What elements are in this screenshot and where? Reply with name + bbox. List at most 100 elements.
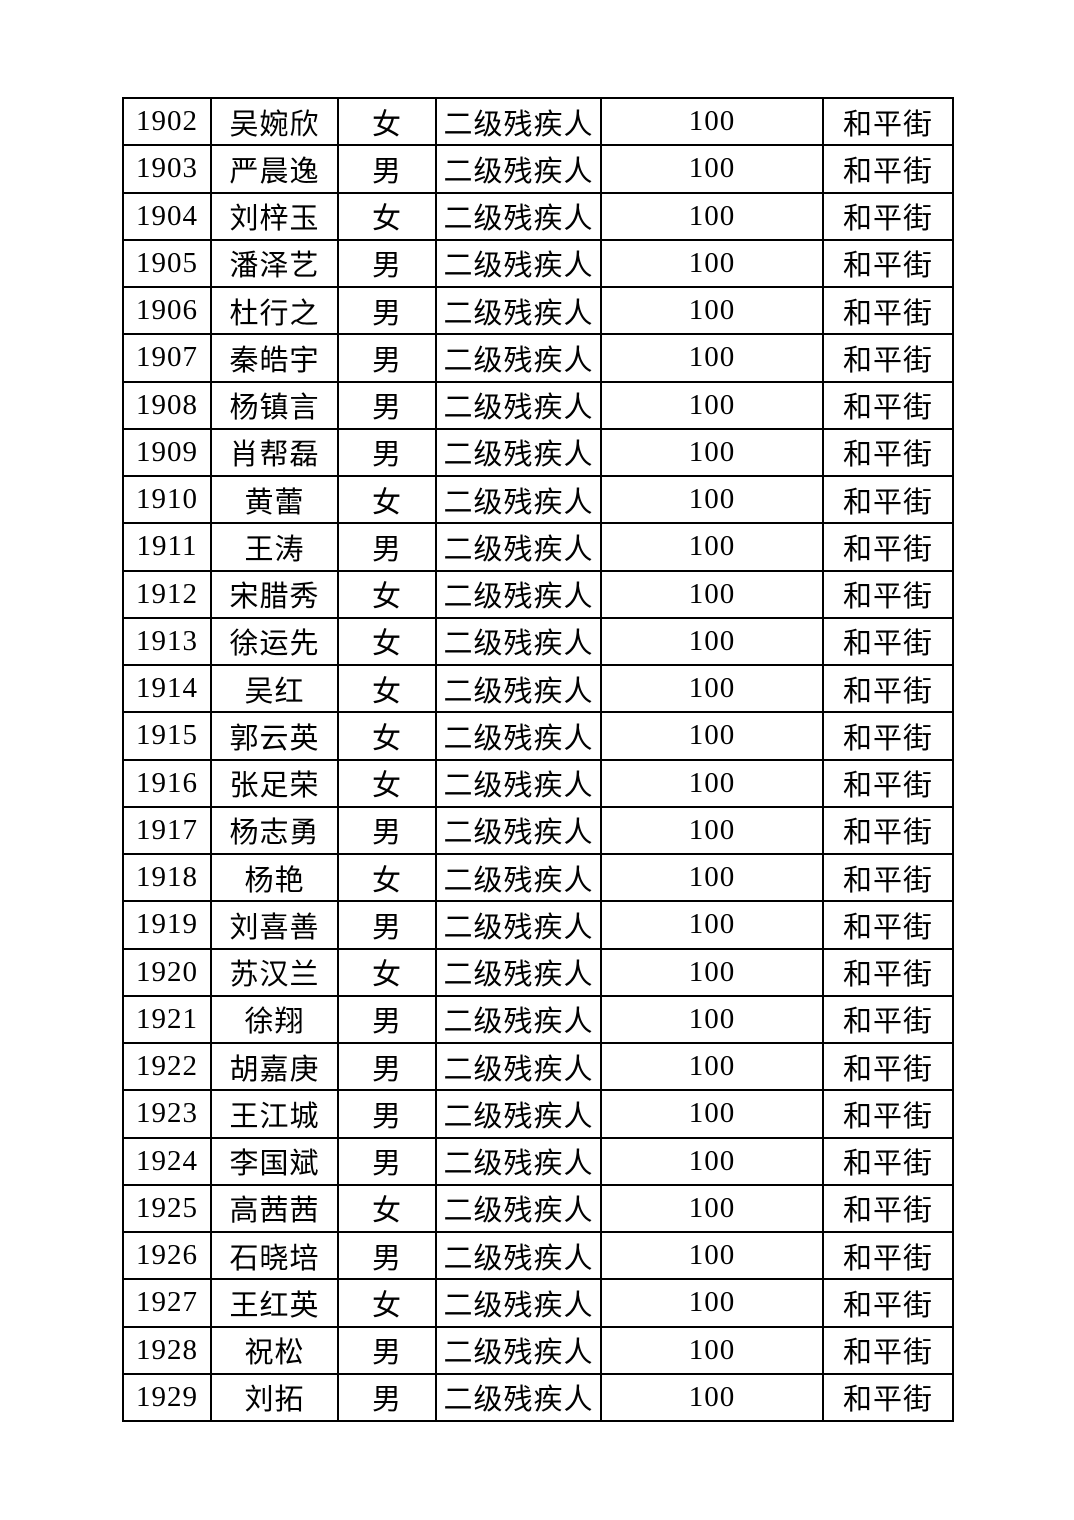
cell-category: 二级残疾人 [435,569,602,619]
cell-category: 二级残疾人 [435,238,602,289]
table-row: 1923 王江城男二级残疾人 100 和平街 [122,1089,954,1139]
cell-street: 和平街 [822,1136,954,1186]
table-body: 1902 吴婉欣女二级残疾人 100 和平街 1903 严晨逸男二级残疾人 100 和平街 19… [122,96,954,1423]
cell-street: 和平街 [822,616,954,667]
cell-gender: 女 [337,1183,437,1234]
cell-street: 和平街 [822,758,954,808]
cell-serial-number: 1928 [122,1325,212,1375]
cell-gender: 男 [337,1041,437,1092]
cell-serial-number: 1911 [122,522,212,572]
cell-gender: 男 [337,900,437,950]
cell-amount: 100 [600,663,824,714]
cell-serial-number: 1923 [122,1089,212,1139]
cell-serial-number: 1929 [122,1372,212,1423]
cell-street: 和平街 [822,238,954,289]
cell-amount: 100 [600,1136,824,1186]
table-row: 1917 杨志勇男二级残疾人 100 和平街 [122,805,954,856]
cell-serial-number: 1917 [122,805,212,856]
cell-category: 二级残疾人 [435,616,602,667]
table-row: 1912 宋腊秀女二级残疾人 100 和平街 [122,569,954,619]
table-row: 1904 刘梓玉女二级残疾人 100 和平街 [122,191,954,241]
cell-street: 和平街 [822,285,954,336]
cell-gender: 男 [337,1230,437,1281]
cell-name: 张足荣 [210,758,339,808]
cell-category: 二级残疾人 [435,947,602,997]
cell-serial-number: 1905 [122,238,212,289]
cell-amount: 100 [600,285,824,336]
table-row: 1925 高茜茜女二级残疾人 100 和平街 [122,1183,954,1234]
cell-category: 二级残疾人 [435,427,602,478]
cell-street: 和平街 [822,191,954,241]
cell-amount: 100 [600,144,824,194]
cell-serial-number: 1927 [122,1278,212,1328]
cell-gender: 女 [337,569,437,619]
cell-amount: 100 [600,238,824,289]
cell-name: 严晨逸 [210,144,339,194]
cell-name: 潘泽艺 [210,238,339,289]
cell-amount: 100 [600,1041,824,1092]
table-row: 1926 石晓培男二级残疾人 100 和平街 [122,1230,954,1281]
cell-category: 二级残疾人 [435,144,602,194]
cell-name: 宋腊秀 [210,569,339,619]
cell-street: 和平街 [822,427,954,478]
cell-street: 和平街 [822,380,954,430]
cell-name: 杨镇言 [210,380,339,430]
cell-amount: 100 [600,947,824,997]
cell-street: 和平街 [822,663,954,714]
table-row: 1918 杨艳女二级残疾人 100 和平街 [122,852,954,903]
table-row: 1909 肖帮磊男二级残疾人 100 和平街 [122,427,954,478]
cell-serial-number: 1922 [122,1041,212,1092]
cell-serial-number: 1906 [122,285,212,336]
cell-street: 和平街 [822,1183,954,1234]
cell-amount: 100 [600,994,824,1045]
cell-amount: 100 [600,569,824,619]
cell-name: 胡嘉庚 [210,1041,339,1092]
cell-amount: 100 [600,805,824,856]
cell-gender: 男 [337,380,437,430]
cell-serial-number: 1920 [122,947,212,997]
cell-street: 和平街 [822,1278,954,1328]
cell-serial-number: 1913 [122,616,212,667]
cell-gender: 男 [337,805,437,856]
cell-gender: 男 [337,144,437,194]
cell-street: 和平街 [822,1041,954,1092]
cell-serial-number: 1914 [122,663,212,714]
cell-gender: 男 [337,1089,437,1139]
cell-gender: 男 [337,1136,437,1186]
cell-amount: 100 [600,333,824,383]
cell-amount: 100 [600,616,824,667]
table-row: 1914 吴红女二级残疾人 100 和平街 [122,663,954,714]
cell-gender: 男 [337,1325,437,1375]
table-row: 1905 潘泽艺男二级残疾人 100 和平街 [122,238,954,289]
cell-amount: 100 [600,711,824,761]
cell-category: 二级残疾人 [435,711,602,761]
cell-category: 二级残疾人 [435,522,602,572]
cell-street: 和平街 [822,144,954,194]
cell-category: 二级残疾人 [435,1136,602,1186]
cell-category: 二级残疾人 [435,333,602,383]
cell-category: 二级残疾人 [435,474,602,525]
cell-street: 和平街 [822,1230,954,1281]
cell-name: 苏汉兰 [210,947,339,997]
cell-name: 徐翔 [210,994,339,1045]
cell-amount: 100 [600,758,824,808]
cell-street: 和平街 [822,900,954,950]
cell-gender: 男 [337,427,437,478]
table-row: 1911 王涛男二级残疾人 100 和平街 [122,522,954,572]
table-row: 1929 刘拓男二级残疾人 100 和平街 [122,1372,954,1423]
cell-amount: 100 [600,1183,824,1234]
table-row: 1920 苏汉兰女二级残疾人 100 和平街 [122,947,954,997]
table-row: 1907 秦皓宇男二级残疾人 100 和平街 [122,333,954,383]
cell-name: 刘拓 [210,1372,339,1423]
cell-serial-number: 1912 [122,569,212,619]
cell-name: 高茜茜 [210,1183,339,1234]
table-row: 1919 刘喜善男二级残疾人 100 和平街 [122,900,954,950]
cell-category: 二级残疾人 [435,994,602,1045]
cell-category: 二级残疾人 [435,900,602,950]
cell-street: 和平街 [822,947,954,997]
cell-gender: 女 [337,191,437,241]
cell-name: 肖帮磊 [210,427,339,478]
cell-category: 二级残疾人 [435,1089,602,1139]
cell-street: 和平街 [822,711,954,761]
cell-name: 王红英 [210,1278,339,1328]
